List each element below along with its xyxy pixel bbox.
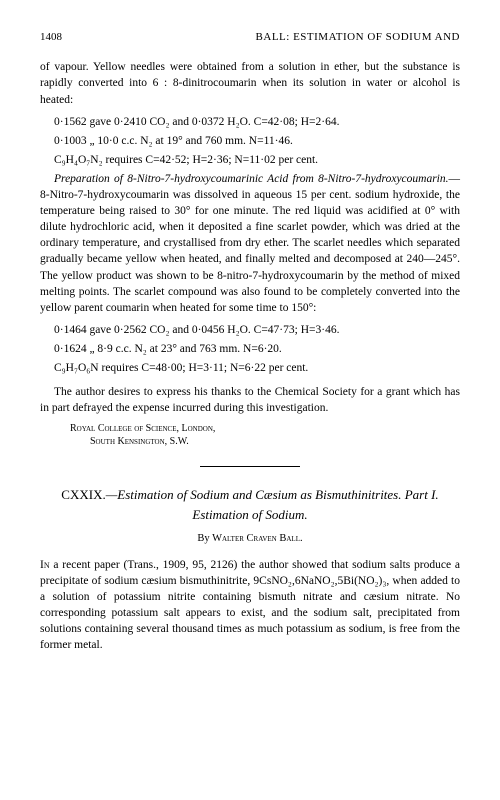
article-title: CXXIX.—Estimation of Sodium and Cæsium a… <box>60 485 440 524</box>
author-name: Walter Craven Ball. <box>212 533 303 544</box>
author-line: By Walter Craven Ball. <box>40 532 460 547</box>
author-by: By <box>197 533 209 544</box>
analysis-formula-1: C₉H₄O₇N₂ requires C=42·52; H=2·36; N=11·… <box>40 152 460 168</box>
page-container: 1408 BALL: ESTIMATION OF SODIUM AND of v… <box>0 0 500 684</box>
analysis-data-1: 0·1562 gave 0·2410 CO₂ and 0·0372 H₂O. C… <box>40 114 460 130</box>
first-word: In <box>40 559 50 571</box>
paragraph-vapour: of vapour. Yellow needles were obtained … <box>40 59 460 107</box>
preparation-paragraph: Preparation of 8-Nitro-7-hydroxycoumarin… <box>40 171 460 316</box>
affiliation-block: Royal College of Science, London, South … <box>70 422 460 448</box>
prep-heading: Preparation of 8-Nitro-7-hydroxycoumarin… <box>54 173 449 185</box>
section-divider <box>200 466 300 467</box>
running-head: BALL: ESTIMATION OF SODIUM AND <box>256 30 460 45</box>
prep-body: —8-Nitro-7-hydroxycoumarin was dissolved… <box>40 173 460 314</box>
article-title-text: —Estimation of Sodium and Cæsium as Bism… <box>106 487 439 522</box>
article-number: CXXIX. <box>61 487 105 502</box>
analysis-data-2: 0·1003 „ 10·0 c.c. N₂ at 19° and 760 mm.… <box>40 133 460 149</box>
para-rest: a recent paper (Trans., 1909, 95, 2126) … <box>40 559 460 651</box>
new-article-paragraph: In a recent paper (Trans., 1909, 95, 212… <box>40 557 460 654</box>
page-header: 1408 BALL: ESTIMATION OF SODIUM AND <box>40 30 460 45</box>
analysis-data-4: 0·1464 gave 0·2562 CO₂ and 0·0456 H₂O. C… <box>40 322 460 338</box>
acknowledgment-text: The author desires to express his thanks… <box>40 384 460 416</box>
analysis-formula-2: C₉H₇O₆N requires C=48·00; H=3·11; N=6·22… <box>40 360 460 376</box>
affiliation-line-1: Royal College of Science, London, <box>70 422 460 435</box>
analysis-data-5: 0·1624 „ 8·9 c.c. N₂ at 23° and 763 mm. … <box>40 341 460 357</box>
page-number: 1408 <box>40 30 62 45</box>
affiliation-line-2: South Kensington, S.W. <box>90 435 460 448</box>
